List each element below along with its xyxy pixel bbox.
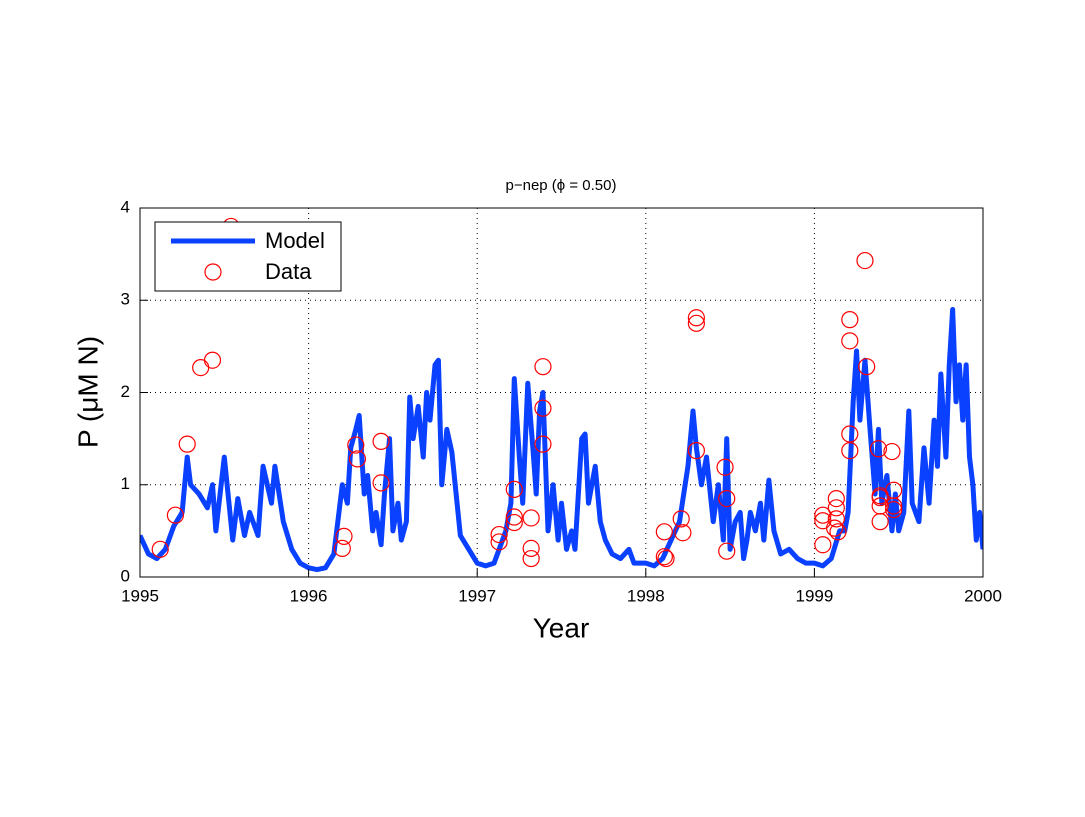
data-point — [178, 435, 196, 453]
data-point — [672, 510, 690, 528]
x-tick-label: 1996 — [290, 586, 328, 605]
y-tick-label: 3 — [121, 290, 130, 309]
model-line — [140, 306, 983, 573]
data-point — [534, 358, 552, 376]
x-tick-label: 2000 — [964, 586, 1002, 605]
data-point — [505, 508, 523, 526]
data-point — [687, 309, 705, 327]
data-point — [858, 358, 876, 376]
x-tick-label: 1997 — [458, 586, 496, 605]
chart-title: p−nep (ϕ = 0.50) — [506, 177, 617, 194]
data-point — [841, 332, 859, 350]
data-point — [151, 540, 169, 558]
x-tick-label: 1999 — [795, 586, 833, 605]
data-point — [166, 506, 185, 524]
x-tick-label: 1995 — [121, 586, 159, 605]
data-point — [869, 440, 888, 458]
y-axis-label: P (μM N) — [72, 336, 103, 448]
legend-label: Model — [265, 228, 325, 253]
legend-label: Data — [265, 259, 312, 284]
data-point — [841, 425, 859, 443]
data-point — [885, 497, 903, 515]
data-point — [716, 458, 734, 476]
x-axis-label: Year — [533, 612, 590, 643]
data-point — [841, 311, 859, 329]
data-point — [203, 351, 222, 369]
data-point — [335, 527, 353, 546]
data-point — [883, 442, 901, 461]
data-point — [674, 524, 692, 542]
data-point — [490, 533, 508, 551]
data-point — [534, 399, 552, 417]
data-point — [372, 474, 390, 492]
data-point — [687, 442, 705, 460]
data-point — [522, 539, 540, 558]
data-point — [827, 489, 845, 508]
data-point — [522, 549, 540, 568]
data-point — [505, 480, 523, 498]
data-point — [505, 513, 523, 532]
data-point — [718, 489, 736, 508]
data-point — [333, 539, 351, 558]
data-point — [687, 314, 705, 332]
legend-box — [154, 221, 342, 292]
data-point — [655, 523, 673, 541]
data-point — [372, 432, 390, 450]
data-point — [490, 525, 508, 544]
y-tick-label: 0 — [121, 566, 130, 585]
data-point — [829, 523, 847, 541]
y-tick-label: 4 — [121, 197, 130, 216]
data-point — [348, 450, 367, 468]
y-tick-label: 2 — [121, 382, 130, 401]
data-point — [534, 435, 552, 453]
data-point — [856, 251, 874, 270]
data-point — [718, 542, 736, 560]
legend-marker — [204, 263, 222, 281]
data-point — [657, 549, 675, 568]
data-point — [827, 499, 845, 517]
y-tick-label: 1 — [121, 474, 130, 493]
data-point — [814, 506, 832, 524]
data-point — [522, 509, 540, 527]
data-point — [841, 442, 859, 460]
data-point — [814, 536, 832, 554]
x-tick-label: 1998 — [627, 586, 665, 605]
data-point — [826, 519, 844, 537]
data-point — [871, 513, 889, 531]
data-point — [827, 510, 845, 528]
data-point — [655, 548, 673, 566]
data-point — [347, 436, 365, 454]
data-point — [885, 501, 903, 519]
